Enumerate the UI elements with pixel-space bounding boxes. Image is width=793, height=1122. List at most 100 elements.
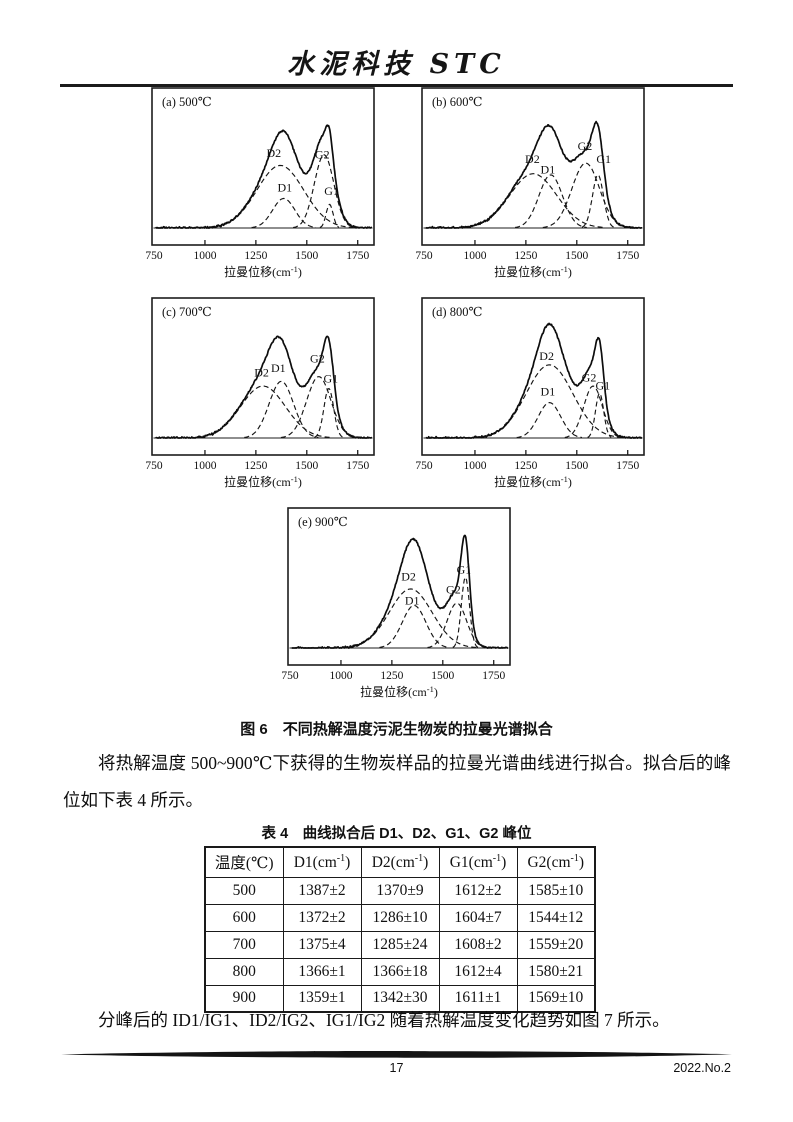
x-axis-label: 拉曼位移(cm-1)	[224, 474, 302, 489]
peak-label-d1: D1	[541, 163, 556, 177]
paragraph-fitting-description: 将热解温度 500~900℃下获得的生物炭样品的拉曼光谱曲线进行拟合。拟合后的峰…	[63, 753, 731, 810]
table4-cell: 1366±18	[360, 957, 440, 986]
table4-cell: 1375±4	[282, 930, 362, 959]
table4-cell: 1611±1	[438, 984, 518, 1013]
table4-row: 800 1366±1 1366±18 1612±4 1580±21	[204, 957, 596, 986]
peak-label-g1: G1	[596, 152, 611, 166]
raman-subplot-c-700c: 750 1000 1250 1500 1750 拉曼位移(cm-1) (c) 700℃ D2 D…	[137, 296, 389, 498]
table4-cell: 1359±1	[282, 984, 362, 1013]
table4-cell: 1342±30	[360, 984, 440, 1013]
fitted-peak-curve-d1	[251, 197, 317, 229]
fitted-peak-curve-d2	[475, 364, 624, 439]
x-tick-label: 1500	[565, 460, 588, 472]
table4-cell: 700	[204, 930, 284, 959]
peak-label-g2: G2	[446, 583, 461, 597]
fitted-peak-curve-d1	[244, 380, 319, 438]
x-tick-label: 750	[145, 250, 163, 262]
fitted-peak-curve-d1	[515, 174, 587, 229]
peak-label-d2: D2	[401, 570, 416, 584]
fitted-peak-curve-g1	[581, 174, 615, 228]
journal-title: 水泥科技 STC	[287, 49, 506, 80]
panel-title: (b) 600℃	[432, 95, 482, 109]
figure6-caption: 图 6 不同热解温度污泥生物炭的拉曼光谱拟合	[240, 721, 553, 738]
table4-col-header: D2(cm-1)	[360, 846, 440, 878]
fitted-peak-curve-g1	[319, 203, 340, 228]
table4-cell: 1604±7	[438, 903, 518, 932]
peak-label-d1: D1	[271, 361, 286, 375]
footer-divider	[61, 1051, 732, 1058]
x-tick-label: 1750	[616, 460, 639, 472]
fitted-peak-curve-g2	[427, 602, 487, 649]
fitted-peak-curve-g2	[542, 162, 630, 229]
raman-subplot-d-800c: 750 1000 1250 1500 1750 拉曼位移(cm-1) (d) 800℃ D2 D…	[407, 296, 659, 498]
measured-spectrum-curve	[155, 124, 373, 229]
peak-label-d1: D1	[277, 180, 292, 194]
x-tick-label: 750	[415, 460, 433, 472]
measured-spectrum-curve	[425, 322, 643, 439]
paragraph-trend-note: 分峰后的 ID1/IG1、ID2/IG2、IG1/IG2 随着热解温度变化趋势如…	[98, 1010, 670, 1030]
table4-cell: 900	[204, 984, 284, 1013]
x-tick-label: 1000	[193, 250, 216, 262]
x-tick-label: 750	[145, 460, 163, 472]
x-tick-label: 1750	[482, 670, 505, 682]
x-tick-label: 1250	[244, 460, 267, 472]
table4-cell: 800	[204, 957, 284, 986]
table4-row: 600 1372±2 1286±10 1604±7 1544±12	[204, 903, 596, 932]
x-axis-label: 拉曼位移(cm-1)	[494, 264, 572, 279]
table4-cell: 1569±10	[516, 984, 596, 1013]
table4-col-header: D1(cm-1)	[282, 846, 362, 878]
table4-cell: 600	[204, 903, 284, 932]
peak-label-g2: G2	[582, 370, 597, 384]
table4-cell: 1286±10	[360, 903, 440, 932]
table4-cell: 1370±9	[360, 876, 440, 905]
table4-cell: 1285±24	[360, 930, 440, 959]
x-tick-label: 1250	[380, 670, 403, 682]
peak-label-g1: G1	[323, 372, 338, 386]
table4-cell: 1387±2	[282, 876, 362, 905]
table4-col-header: G2(cm-1)	[516, 846, 596, 878]
measured-spectrum-curve	[155, 335, 373, 439]
page-number: 17	[389, 1061, 404, 1075]
header-divider	[60, 84, 733, 87]
fitted-peak-curve-g2	[564, 385, 622, 439]
x-tick-label: 1250	[514, 460, 537, 472]
x-axis-label: 拉曼位移(cm-1)	[224, 264, 302, 279]
table4-cell: 1612±2	[438, 876, 518, 905]
panel-title: (e) 900℃	[298, 515, 348, 529]
peak-label-g1: G1	[596, 379, 611, 393]
table4-title: 表 4 曲线拟合后 D1、D2、G1、G2 峰位	[261, 826, 532, 842]
plot-frame	[421, 297, 645, 456]
fitted-peak-curve-g1	[314, 387, 344, 439]
peak-label-d2: D2	[525, 152, 540, 166]
measured-spectrum-curve	[291, 534, 509, 649]
panel-title: (a) 500℃	[162, 95, 212, 109]
panel-title: (d) 800℃	[432, 305, 482, 319]
x-tick-label: 1000	[463, 250, 486, 262]
x-tick-label: 1000	[193, 460, 216, 472]
x-tick-label: 1250	[244, 250, 267, 262]
table4-cell: 1608±2	[438, 930, 518, 959]
table4-cell: 500	[204, 876, 284, 905]
x-tick-label: 1500	[295, 460, 318, 472]
table4-cell: 1612±4	[438, 957, 518, 986]
fitted-peak-curve-g2	[293, 154, 356, 229]
raman-plot-svg: 750 1000 1250 1500 1750 拉曼位移(cm-1) (d) 800℃ D2 D…	[415, 297, 645, 489]
peak-label-d2: D2	[254, 366, 269, 380]
peak-label-g2: G2	[310, 351, 325, 365]
x-tick-label: 1750	[346, 460, 369, 472]
fitted-peak-curve-d1	[516, 402, 583, 439]
x-axis-label: 拉曼位移(cm-1)	[360, 684, 438, 699]
table4-row: 900 1359±1 1342±30 1611±1 1569±10	[204, 984, 596, 1013]
x-tick-label: 1000	[329, 670, 352, 682]
peak-label-d2: D2	[539, 349, 554, 363]
peak-label-g1: G1	[324, 184, 339, 198]
plot-frame	[151, 87, 375, 246]
table4-row: 700 1375±4 1285±24 1608±2 1559±20	[204, 930, 596, 959]
peak-label-g2: G2	[578, 139, 593, 153]
table4-peak-positions: 温度(℃) D1(cm-1) D2(cm-1) G1(cm-1) G2(cm-1) 50…	[204, 846, 596, 1013]
x-tick-label: 1250	[514, 250, 537, 262]
table4-row: 500 1387±2 1370±9 1612±2 1585±10	[204, 876, 596, 905]
fitted-peak-curve-d2	[194, 385, 332, 439]
fitted-peak-curve-g2	[280, 376, 357, 439]
